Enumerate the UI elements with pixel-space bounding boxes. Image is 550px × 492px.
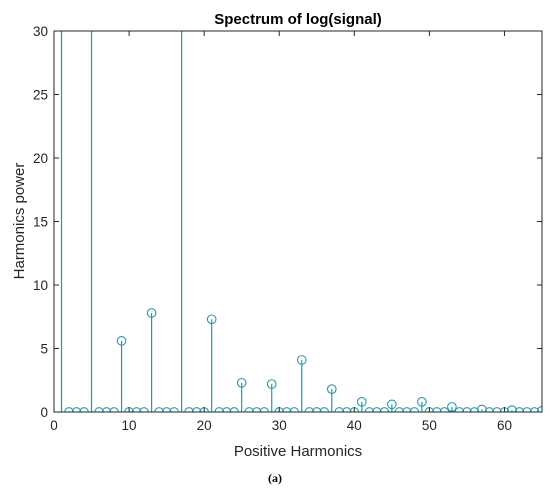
stem-marker (537, 405, 542, 412)
x-tick-label: 20 (197, 418, 212, 433)
stem-marker (191, 407, 202, 412)
stem-marker (469, 407, 480, 412)
y-tick-label: 5 (40, 342, 48, 357)
y-tick-label: 25 (33, 88, 48, 103)
y-axis: 0 5 10 15 20 25 30 (33, 24, 542, 420)
stem-marker (402, 407, 412, 412)
figure-caption: (a) (268, 471, 282, 485)
stem-marker (229, 407, 240, 412)
stem-marker (492, 407, 502, 412)
stem-marker (522, 407, 532, 412)
stem-marker (154, 407, 164, 412)
x-tick-label: 40 (347, 418, 362, 433)
stem-marker (507, 405, 517, 412)
plot-content (60, 31, 542, 412)
stem-marker (386, 399, 397, 410)
stem-marker (364, 407, 375, 412)
stem-marker (432, 407, 442, 412)
stem-marker (101, 407, 112, 412)
stem-marker (319, 407, 330, 412)
stem-marker (206, 314, 217, 325)
x-axis: 0 10 20 30 40 50 60 (50, 31, 512, 433)
stem-marker (64, 407, 74, 412)
stem-marker (214, 407, 225, 412)
x-tick-label: 30 (272, 418, 287, 433)
stem-marker (266, 379, 277, 389)
y-axis-label: Harmonics power (11, 163, 28, 280)
stem-marker (341, 407, 352, 412)
stem-marker (109, 407, 119, 412)
x-tick-label: 0 (50, 418, 58, 433)
stem-marker (514, 407, 525, 412)
y-tick-label: 15 (33, 215, 48, 230)
stem-marker (529, 407, 540, 412)
stem-marker (244, 407, 255, 412)
stem-marker (259, 407, 270, 412)
stem-marker (484, 407, 495, 412)
stem-marker (94, 407, 104, 412)
y-tick-label: 0 (40, 405, 48, 420)
stem-marker (169, 407, 179, 412)
stem-marker (221, 407, 232, 412)
stem-marker (447, 402, 457, 412)
x-tick-label: 60 (497, 418, 512, 433)
stem-marker (334, 407, 345, 412)
stem-marker (311, 407, 322, 412)
stem-marker (379, 407, 390, 412)
stem-marker (462, 407, 472, 412)
stem-marker (371, 407, 382, 412)
stem-marker (296, 355, 307, 365)
stem-marker (409, 407, 420, 412)
x-axis-label: Positive Harmonics (234, 443, 362, 460)
stem-marker (439, 407, 450, 412)
chart-title: Spectrum of log(signal) (214, 11, 382, 28)
stem-marker (146, 308, 157, 318)
stem-marker (184, 407, 194, 412)
stem-marker (116, 336, 127, 346)
stem-marker (251, 407, 262, 412)
y-tick-label: 10 (33, 278, 48, 293)
stem-marker (454, 407, 465, 412)
stem-marker (304, 407, 315, 412)
y-tick-label: 20 (33, 151, 48, 166)
x-tick-label: 10 (122, 418, 137, 433)
stem-marker (131, 407, 142, 412)
stem-marker (236, 377, 247, 388)
stem-marker (394, 407, 405, 412)
stem-marker (326, 384, 337, 394)
stem-marker (356, 396, 367, 407)
y-tick-label: 30 (33, 24, 48, 39)
stem-marker (161, 407, 172, 412)
stem-marker (139, 407, 149, 412)
stem-marker (289, 407, 300, 412)
stem-marker (71, 407, 82, 412)
axes-box (53, 30, 543, 413)
stem-marker (281, 407, 292, 412)
stem-marker (417, 396, 427, 407)
stem-marker (79, 407, 89, 412)
x-tick-label: 50 (422, 418, 437, 433)
